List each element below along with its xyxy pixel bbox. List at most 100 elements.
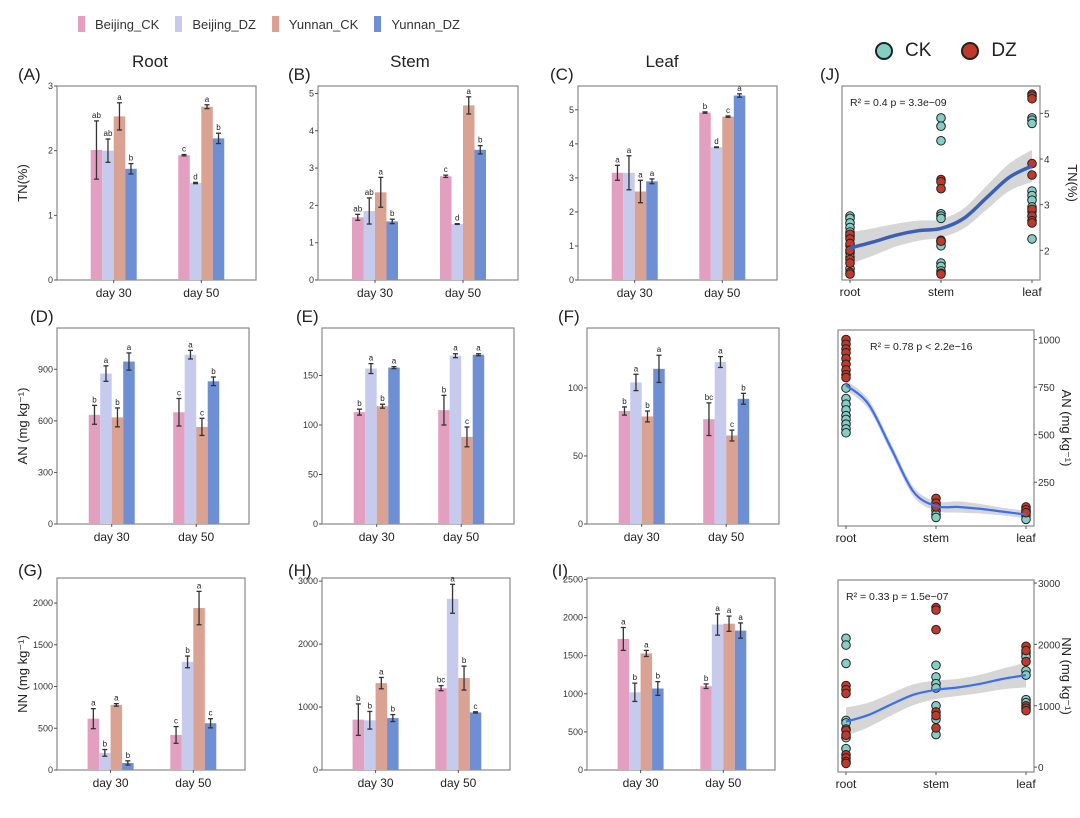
- significance-letter: b: [216, 123, 221, 132]
- significance-letter: b: [703, 102, 708, 111]
- significance-letter: b: [211, 367, 216, 376]
- point-ck: [936, 113, 946, 123]
- confidence-band: [846, 380, 1026, 519]
- x-tick-label: day 50: [183, 286, 219, 300]
- panel-j3: 0 1000 2000 3000 NN (mg kg⁻¹) root stem leaf R² …: [836, 579, 1074, 791]
- plot-frame: [586, 577, 776, 771]
- bar-yunnan-ck: [375, 192, 387, 280]
- point-dz: [936, 269, 946, 279]
- y-tick-label: 100: [568, 383, 583, 393]
- x-tick-label: day 30: [617, 286, 653, 300]
- significance-letter: a: [453, 344, 458, 353]
- panel-label: (A): [18, 65, 41, 84]
- y-tick-label: 1000: [1038, 336, 1061, 347]
- significance-letter: a: [379, 667, 384, 676]
- bar-beijing-ck: [88, 414, 101, 524]
- point-ck: [1027, 118, 1037, 129]
- y-tick-label: 250: [1038, 478, 1055, 489]
- y-tick-label: 0: [309, 275, 314, 285]
- y-axis-label: AN (mg kg⁻¹): [1059, 390, 1074, 467]
- legend-label: DZ: [991, 40, 1017, 61]
- significance-letter: c: [474, 702, 478, 711]
- significance-letter: a: [117, 93, 122, 102]
- significance-letter: ab: [353, 204, 362, 213]
- x-tick-label: day 50: [178, 530, 214, 544]
- bar-beijing-dz: [365, 368, 377, 524]
- legend-swatch: [175, 16, 183, 32]
- x-tick-label: day 50: [175, 776, 211, 790]
- panel-d: (D) 0 300 600 900 AN (mg kg⁻¹) day 30 b a b a day 5…: [15, 307, 250, 544]
- bar-yunnan-dz: [125, 168, 137, 280]
- legend-swatch: [374, 16, 382, 32]
- y-tick-label: 0: [48, 519, 53, 529]
- x-tick-label: root: [840, 285, 861, 299]
- y-tick-label: 0: [569, 275, 574, 285]
- significance-letter: b: [478, 136, 483, 145]
- y-tick-label: 2: [1044, 246, 1050, 257]
- significance-letter: a: [738, 613, 743, 622]
- legend-item-dz: DZ: [961, 40, 1017, 62]
- bar-beijing-dz: [189, 183, 202, 280]
- y-tick-label: 1000: [1038, 702, 1061, 713]
- y-tick-label: 3: [569, 173, 574, 183]
- bar-yunnan-ck: [461, 436, 473, 524]
- panel-label: (J): [820, 65, 840, 84]
- bar-yunnan-dz: [734, 630, 747, 770]
- significance-letter: ab: [104, 129, 113, 138]
- bar-beijing-ck: [435, 688, 447, 770]
- significance-letter: a: [737, 84, 742, 93]
- bar-yunnan-ck: [463, 105, 475, 281]
- y-tick-label: 3: [309, 163, 314, 173]
- point-dz: [1021, 656, 1031, 667]
- fit-line: [849, 164, 1033, 250]
- significance-letter: c: [177, 388, 181, 397]
- bar-yunnan-dz: [387, 718, 399, 770]
- fit-annotation: R² = 0.4 p = 3.3e−09: [850, 97, 947, 109]
- significance-letter: a: [379, 167, 384, 176]
- bar-yunnan-ck: [113, 116, 126, 280]
- bar-beijing-dz: [102, 150, 114, 280]
- plot-frame: [321, 577, 511, 771]
- bar-yunnan-ck: [201, 106, 213, 281]
- legend-label: Beijing_CK: [95, 16, 160, 32]
- bar-beijing-dz: [446, 598, 459, 770]
- x-tick-label: day 30: [94, 530, 130, 544]
- bar-yunnan-ck: [723, 623, 735, 770]
- panel-label: (E): [296, 307, 319, 326]
- bar-beijing-ck: [699, 112, 711, 281]
- y-tick-label: 1000: [298, 702, 318, 712]
- bar-beijing-ck: [352, 217, 364, 280]
- legend-label: Beijing_DZ: [192, 16, 256, 32]
- bar-beijing-ck: [440, 176, 452, 280]
- point-dz: [936, 183, 946, 194]
- y-tick-label: 4: [1044, 155, 1050, 166]
- y-tick-label: 500: [568, 727, 583, 737]
- y-tick-label: 5: [569, 105, 574, 115]
- point-dz: [841, 372, 851, 383]
- bar-beijing-dz: [710, 147, 723, 280]
- y-tick-label: 3: [48, 81, 53, 91]
- bar-beijing-ck: [611, 172, 624, 280]
- y-tick-label: 0: [578, 765, 583, 775]
- plot-frame: [577, 85, 778, 281]
- point-ck: [936, 135, 946, 146]
- x-tick-label: day 30: [624, 530, 660, 544]
- fit-line: [845, 673, 1027, 723]
- significance-letter: a: [627, 146, 632, 155]
- significance-letter: c: [200, 408, 204, 417]
- significance-letter: a: [727, 606, 732, 615]
- legend-swatch: [271, 16, 279, 32]
- legend-swatch: [78, 16, 85, 32]
- bar-yunnan-dz: [122, 762, 134, 770]
- point-dz: [931, 624, 941, 635]
- significance-letter: b: [645, 401, 650, 410]
- panel-label: (F): [558, 307, 580, 326]
- column-title-root: Root: [132, 52, 168, 71]
- plot-frame: [56, 577, 246, 771]
- y-tick-label: 50: [573, 451, 583, 461]
- x-tick-label: day 50: [440, 776, 476, 790]
- significance-letter: b: [741, 383, 746, 392]
- y-tick-label: 0: [578, 519, 583, 529]
